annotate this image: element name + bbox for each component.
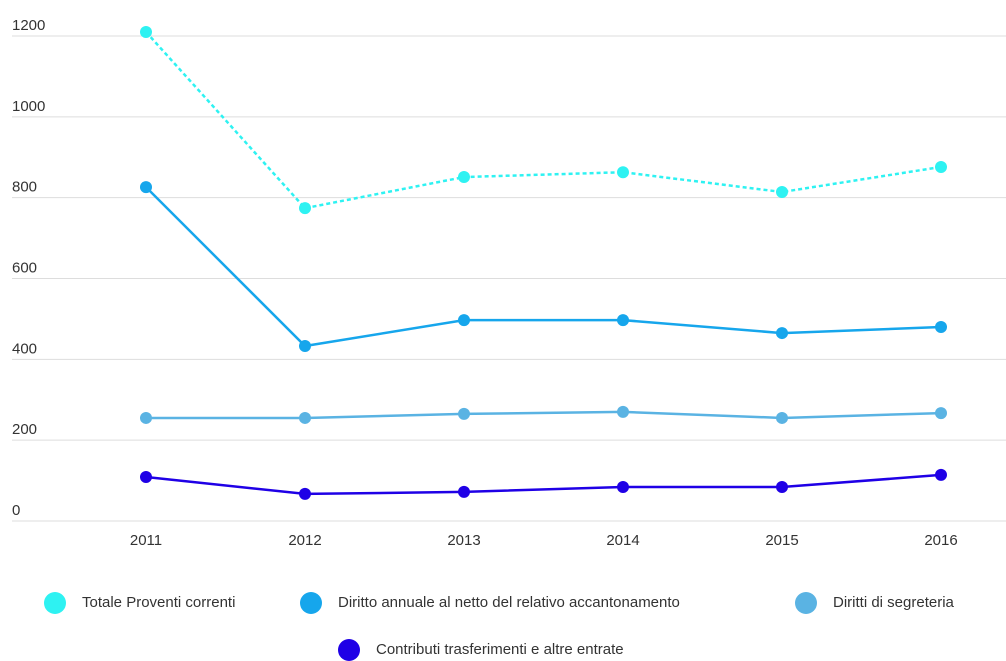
- y-tick-label: 800: [12, 179, 37, 196]
- x-tick-label: 2016: [924, 532, 957, 549]
- data-point: [617, 481, 629, 494]
- legend-label: Diritti di segreteria: [833, 594, 955, 611]
- data-point: [458, 407, 470, 420]
- data-point: [458, 171, 470, 184]
- data-point: [776, 481, 788, 494]
- data-point: [617, 166, 629, 179]
- series-line: [145, 473, 942, 496]
- data-point: [935, 407, 947, 420]
- y-tick-label: 1000: [12, 98, 45, 115]
- data-point: [935, 468, 947, 481]
- data-point: [140, 470, 152, 483]
- data-point: [935, 321, 947, 333]
- data-point: [776, 186, 788, 199]
- x-tick-label: 2015: [765, 532, 798, 549]
- y-tick-label: 200: [12, 421, 37, 438]
- x-tick-label: 2011: [130, 532, 162, 549]
- data-point: [617, 314, 629, 327]
- data-point: [299, 411, 311, 424]
- data-point: [140, 411, 152, 424]
- y-tick-label: 0: [12, 502, 20, 519]
- x-tick-label: 2014: [606, 532, 639, 549]
- data-point: [458, 485, 470, 498]
- series-line: [145, 186, 942, 348]
- legend-swatch: [44, 592, 66, 614]
- data-point: [776, 327, 788, 340]
- legend-swatch: [338, 639, 360, 661]
- legend-label: Diritto annuale al netto del relativo ac…: [338, 594, 680, 611]
- legend-label: Totale Proventi correnti: [82, 594, 235, 611]
- data-point: [617, 405, 629, 418]
- data-point: [299, 487, 311, 500]
- data-point: [776, 411, 788, 424]
- series-line: [146, 410, 942, 420]
- data-point: [299, 339, 311, 352]
- legend-swatch: [795, 592, 817, 614]
- data-point: [140, 25, 152, 38]
- x-tick-label: 2013: [447, 532, 480, 549]
- data-point: [140, 181, 152, 194]
- y-tick-label: 400: [12, 340, 37, 357]
- data-point: [458, 314, 470, 327]
- data-point: [299, 202, 311, 215]
- data-point: [935, 160, 947, 173]
- legend-swatch: [300, 592, 322, 614]
- series-line: [145, 31, 942, 210]
- y-tick-label: 600: [12, 259, 37, 276]
- x-tick-label: 2012: [288, 532, 321, 549]
- legend-label: Contributi trasferimenti e altre entrate: [376, 641, 624, 658]
- y-tick-label: 1200: [12, 17, 45, 34]
